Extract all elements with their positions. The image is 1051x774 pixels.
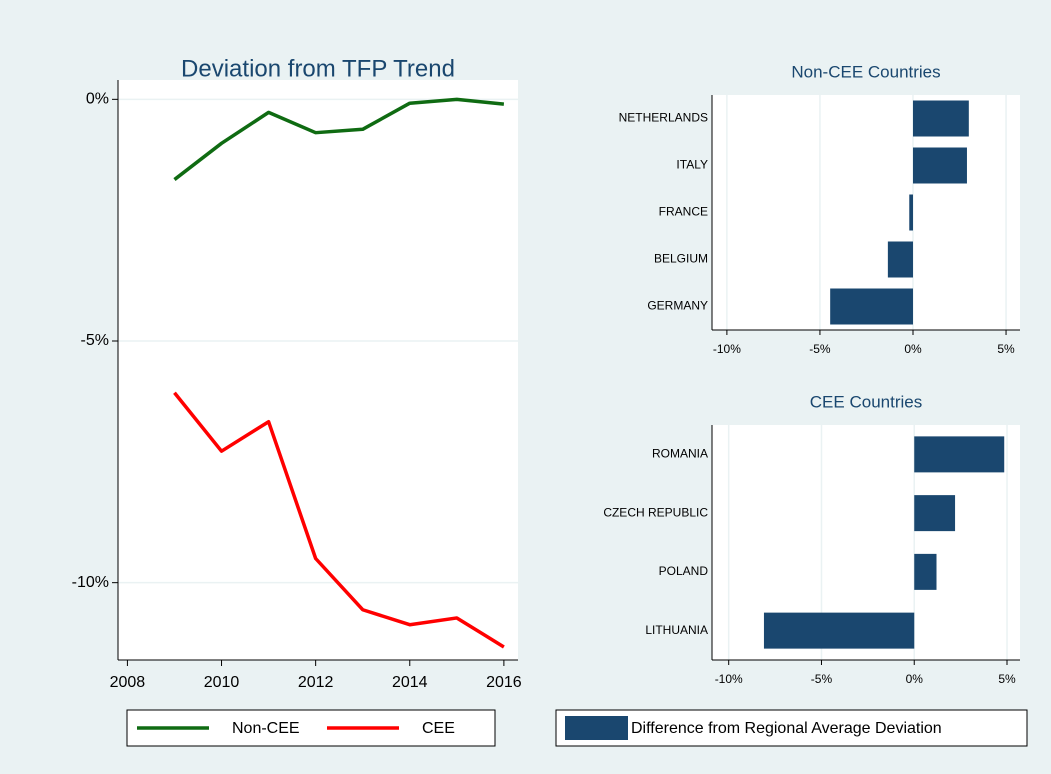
category-label: POLAND: [659, 564, 709, 578]
x-tick-label: -5%: [811, 672, 833, 686]
x-tick-label: 2016: [486, 674, 522, 691]
bar: [887, 241, 913, 278]
bar: [909, 194, 913, 231]
category-label: FRANCE: [659, 205, 708, 219]
legend-label: CEE: [422, 720, 455, 737]
x-tick-label: -10%: [713, 342, 741, 356]
y-tick-label: 0%: [86, 91, 109, 108]
x-tick-label: -5%: [809, 342, 831, 356]
y-tick-label: -10%: [72, 574, 109, 591]
x-tick-label: 5%: [997, 342, 1015, 356]
x-tick-label: -10%: [715, 672, 743, 686]
y-tick-label: -5%: [81, 332, 109, 349]
chart-title: CEE Countries: [810, 392, 922, 411]
x-tick-label: 0%: [906, 672, 924, 686]
bar: [763, 612, 915, 649]
x-tick-label: 2012: [298, 674, 334, 691]
x-tick-label: 2014: [392, 674, 428, 691]
bar: [914, 495, 956, 532]
x-tick-label: 5%: [998, 672, 1016, 686]
legend-box: [555, 709, 1028, 747]
legend-swatch: [565, 716, 628, 740]
x-tick-label: 2008: [110, 674, 146, 691]
category-label: NETHERLANDS: [619, 111, 708, 125]
x-tick-label: 0%: [904, 342, 922, 356]
legend-label: Difference from Regional Average Deviati…: [631, 720, 942, 737]
legend-label: Non-CEE: [232, 720, 300, 737]
line-series: [173, 97, 505, 181]
x-tick-label: 2010: [204, 674, 240, 691]
bar: [912, 147, 967, 184]
plot-area: [118, 80, 518, 660]
chart-title: Deviation from TFP Trend: [181, 55, 455, 82]
category-label: CZECH REPUBLIC: [603, 505, 708, 519]
bar: [912, 100, 969, 137]
category-label: ITALY: [676, 158, 708, 172]
bar: [830, 288, 913, 325]
chart-title: Non-CEE Countries: [791, 62, 940, 81]
bar: [914, 553, 937, 590]
category-label: BELGIUM: [654, 252, 708, 266]
category-label: LITHUANIA: [645, 623, 708, 637]
category-label: ROMANIA: [652, 447, 708, 461]
line-series: [173, 391, 505, 649]
category-label: GERMANY: [647, 299, 708, 313]
bar: [914, 436, 1005, 473]
